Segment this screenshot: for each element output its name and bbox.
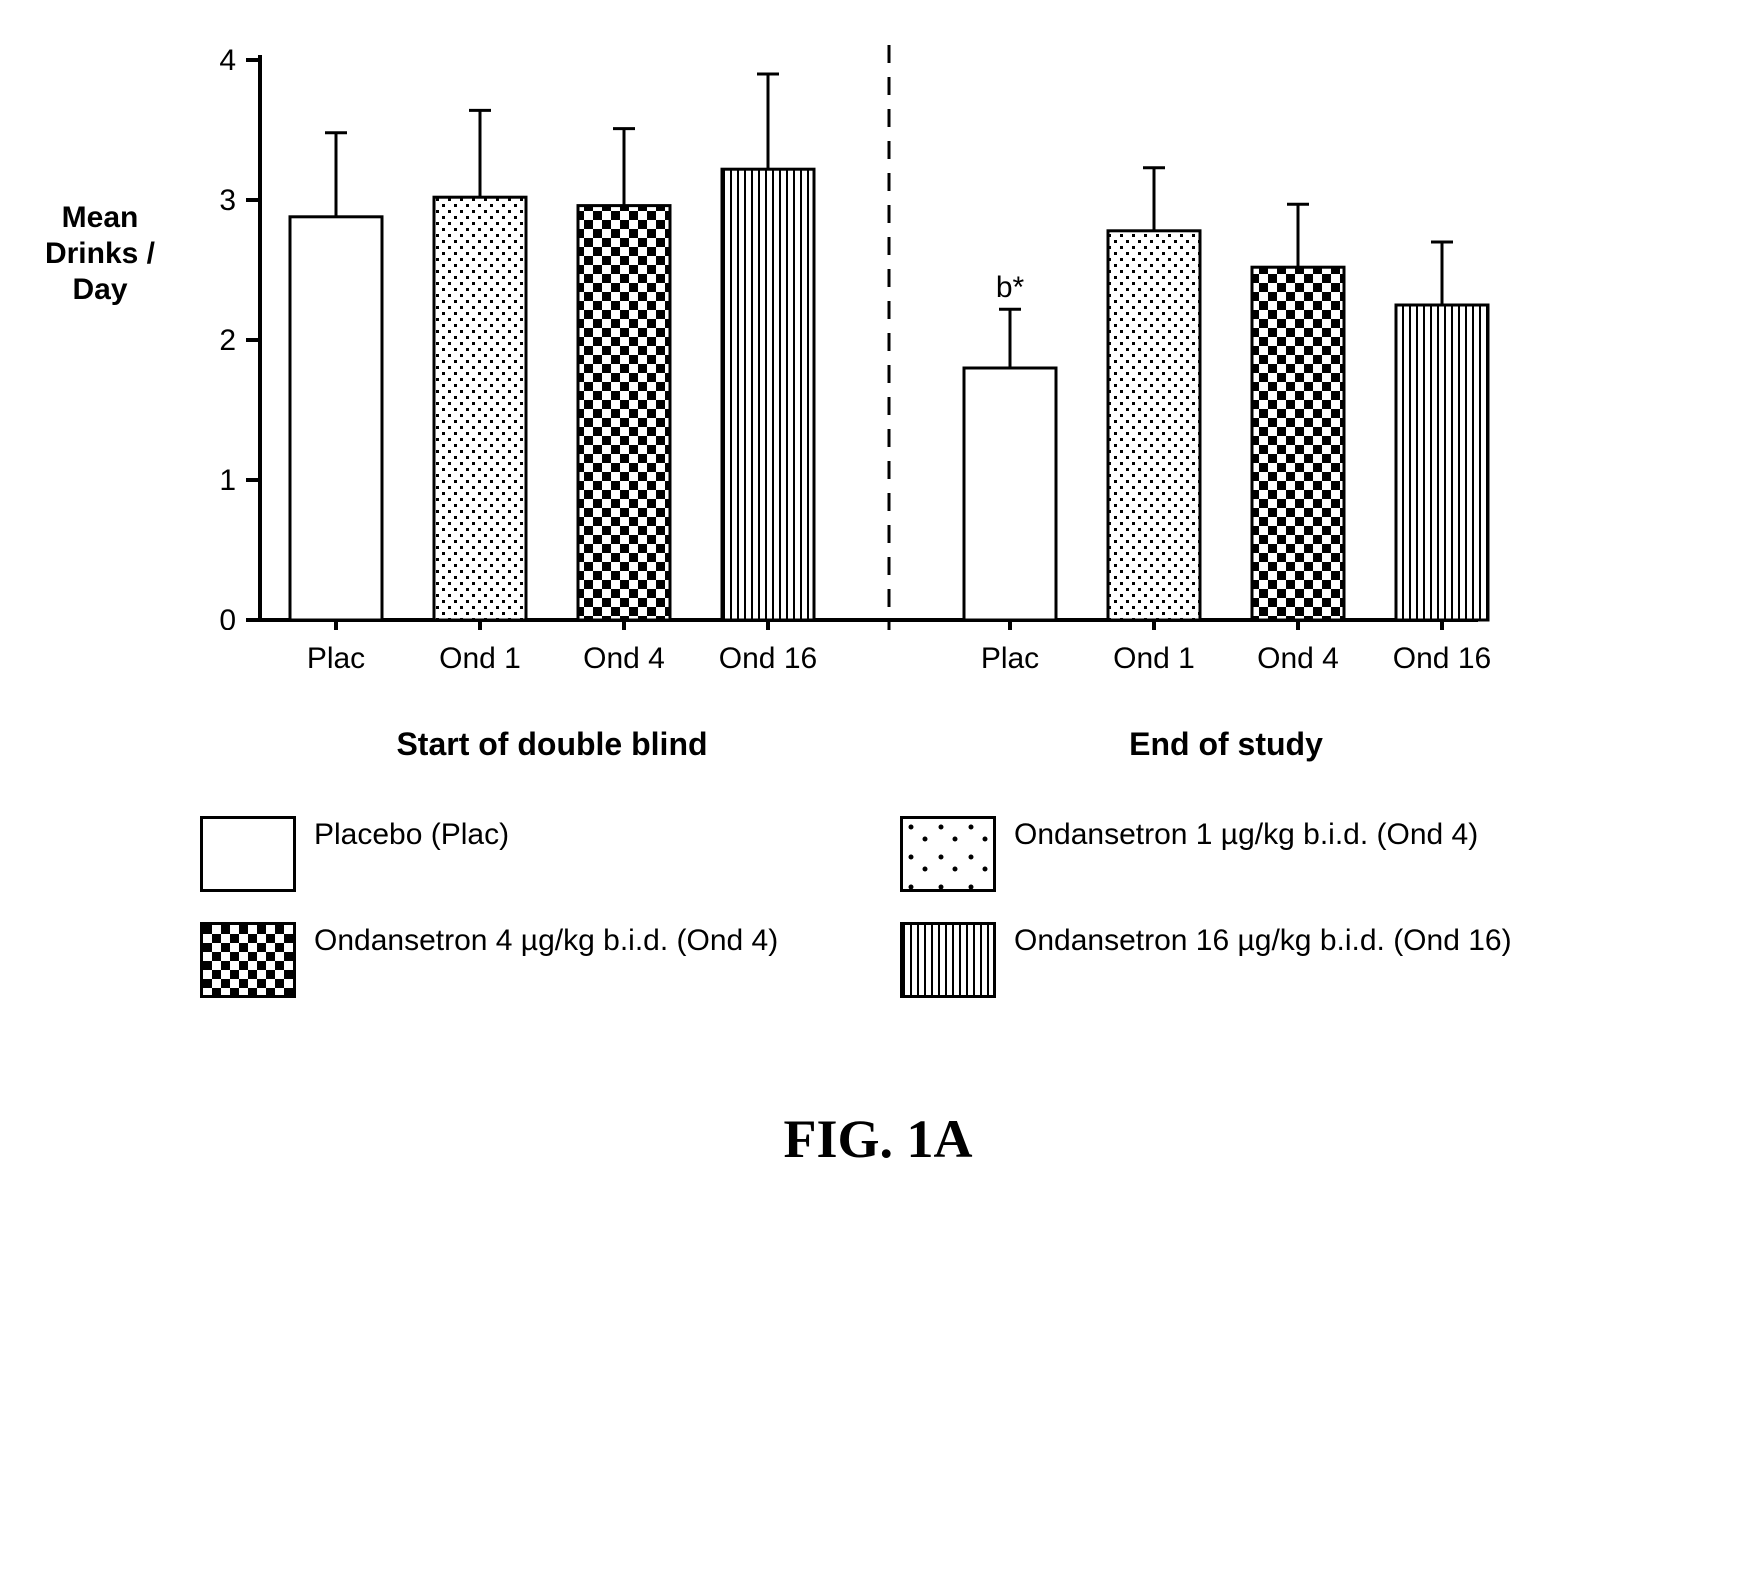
legend-label: Ondansetron 16 µg/kg b.i.d. (Ond 16) bbox=[1014, 922, 1512, 960]
legend-swatch bbox=[200, 922, 296, 998]
group-label-row: Start of double blind End of study bbox=[260, 726, 1498, 776]
bar bbox=[1252, 267, 1344, 620]
bar bbox=[578, 206, 670, 620]
legend-swatch bbox=[900, 922, 996, 998]
bar bbox=[964, 368, 1056, 620]
x-category-label: Ond 1 bbox=[1084, 642, 1224, 676]
y-tick-label: 1 bbox=[219, 464, 236, 497]
chart-area: Mean Drinks / Day 01234b* PlacOnd 1Ond 4… bbox=[40, 40, 1716, 776]
legend-item: Ondansetron 4 µg/kg b.i.d. (Ond 4) bbox=[200, 922, 840, 998]
y-axis-label-line: Day bbox=[40, 272, 160, 308]
legend-label: Ondansetron 1 µg/kg b.i.d. (Ond 4) bbox=[1014, 816, 1478, 854]
x-category-label: Plac bbox=[940, 642, 1080, 676]
x-category-label: Ond 4 bbox=[1228, 642, 1368, 676]
y-tick-label: 4 bbox=[219, 44, 236, 77]
x-category-label: Ond 16 bbox=[1372, 642, 1512, 676]
y-axis-label: Mean Drinks / Day bbox=[40, 200, 160, 308]
legend-swatch bbox=[900, 816, 996, 892]
bar bbox=[434, 197, 526, 620]
bar bbox=[290, 217, 382, 620]
x-category-label: Ond 16 bbox=[698, 642, 838, 676]
x-category-row: PlacOnd 1Ond 4Ond 16PlacOnd 1Ond 4Ond 16 bbox=[260, 630, 1498, 676]
bar-annotation: b* bbox=[996, 271, 1025, 304]
legend-item: Placebo (Plac) bbox=[200, 816, 840, 892]
y-axis-label-line: Mean bbox=[40, 200, 160, 236]
y-tick-label: 3 bbox=[219, 184, 236, 217]
group-label: Start of double blind bbox=[302, 726, 802, 763]
bar bbox=[1108, 231, 1200, 620]
x-category-label: Ond 1 bbox=[410, 642, 550, 676]
figure-caption: FIG. 1A bbox=[40, 1108, 1716, 1170]
bar bbox=[722, 169, 814, 620]
x-category-label: Ond 4 bbox=[554, 642, 694, 676]
legend-item: Ondansetron 1 µg/kg b.i.d. (Ond 4) bbox=[900, 816, 1540, 892]
legend: Placebo (Plac) Ondansetron 1 µg/kg b.i.d.… bbox=[200, 816, 1716, 998]
y-axis-label-line: Drinks / bbox=[40, 236, 160, 272]
legend-label: Placebo (Plac) bbox=[314, 816, 509, 854]
legend-item: Ondansetron 16 µg/kg b.i.d. (Ond 16) bbox=[900, 922, 1540, 998]
bar-chart-svg: 0 1 2 3 4 b* bbox=[170, 40, 1498, 630]
y-tick-label: 0 bbox=[219, 604, 236, 630]
legend-label: Ondansetron 4 µg/kg b.i.d. (Ond 4) bbox=[314, 922, 778, 960]
legend-swatch bbox=[200, 816, 296, 892]
group-label: End of study bbox=[976, 726, 1476, 763]
figure: Mean Drinks / Day 01234b* PlacOnd 1Ond 4… bbox=[40, 40, 1716, 1170]
y-tick-label: 2 bbox=[219, 324, 236, 357]
plot: 01234b* PlacOnd 1Ond 4Ond 16PlacOnd 1Ond… bbox=[170, 40, 1498, 776]
bar bbox=[1396, 305, 1488, 620]
x-category-label: Plac bbox=[266, 642, 406, 676]
